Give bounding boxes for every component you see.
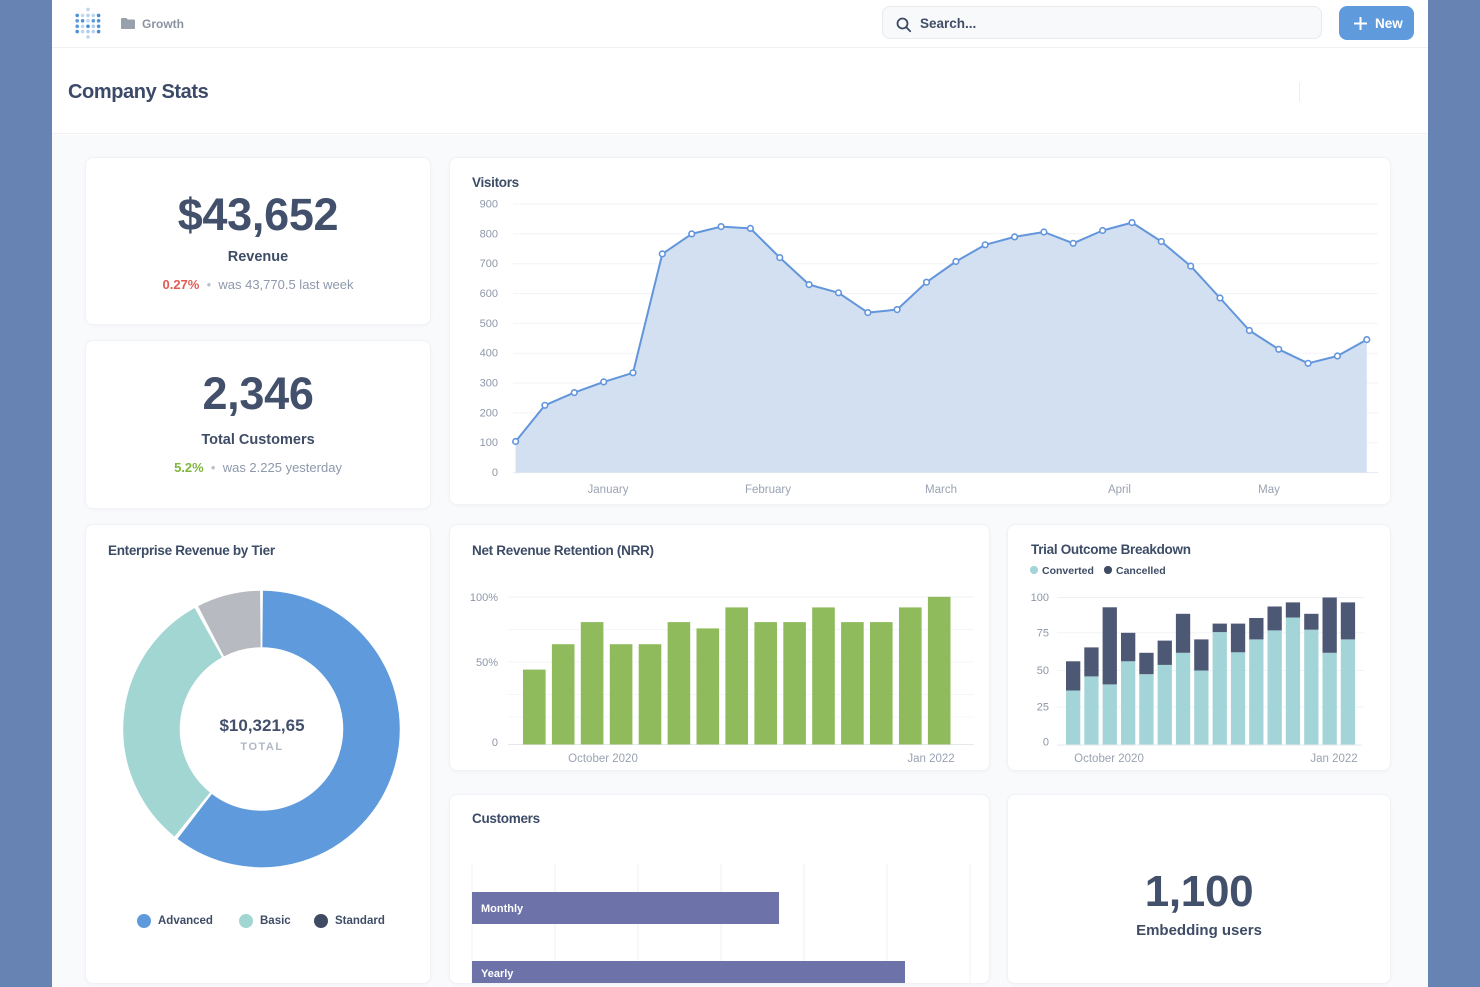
svg-text:500: 500	[480, 318, 498, 330]
svg-text:100%: 100%	[470, 592, 498, 604]
svg-text:600: 600	[480, 288, 498, 300]
svg-text:Jan 2022: Jan 2022	[1310, 753, 1357, 765]
svg-text:February: February	[745, 484, 791, 496]
svg-text:0: 0	[1043, 737, 1049, 749]
svg-text:April: April	[1108, 484, 1131, 496]
svg-text:October 2020: October 2020	[568, 753, 638, 765]
svg-text:200: 200	[480, 407, 498, 419]
svg-text:January: January	[588, 484, 629, 496]
svg-text:October 2020: October 2020	[1074, 753, 1144, 765]
svg-text:0: 0	[492, 737, 498, 749]
svg-text:800: 800	[480, 228, 498, 240]
svg-text:100: 100	[480, 437, 498, 449]
svg-text:700: 700	[480, 258, 498, 270]
svg-text:100: 100	[1031, 592, 1049, 604]
svg-text:0: 0	[492, 467, 498, 479]
svg-text:Jan 2022: Jan 2022	[907, 753, 954, 765]
svg-text:900: 900	[480, 198, 498, 210]
svg-text:50: 50	[1037, 665, 1049, 677]
svg-text:March: March	[925, 484, 957, 496]
svg-text:75: 75	[1037, 627, 1049, 639]
svg-text:Yearly: Yearly	[481, 968, 514, 980]
svg-text:50%: 50%	[476, 657, 498, 669]
svg-text:May: May	[1258, 484, 1280, 496]
svg-text:Monthly: Monthly	[481, 903, 524, 915]
svg-text:300: 300	[480, 378, 498, 390]
svg-text:400: 400	[480, 348, 498, 360]
svg-text:25: 25	[1037, 702, 1049, 714]
